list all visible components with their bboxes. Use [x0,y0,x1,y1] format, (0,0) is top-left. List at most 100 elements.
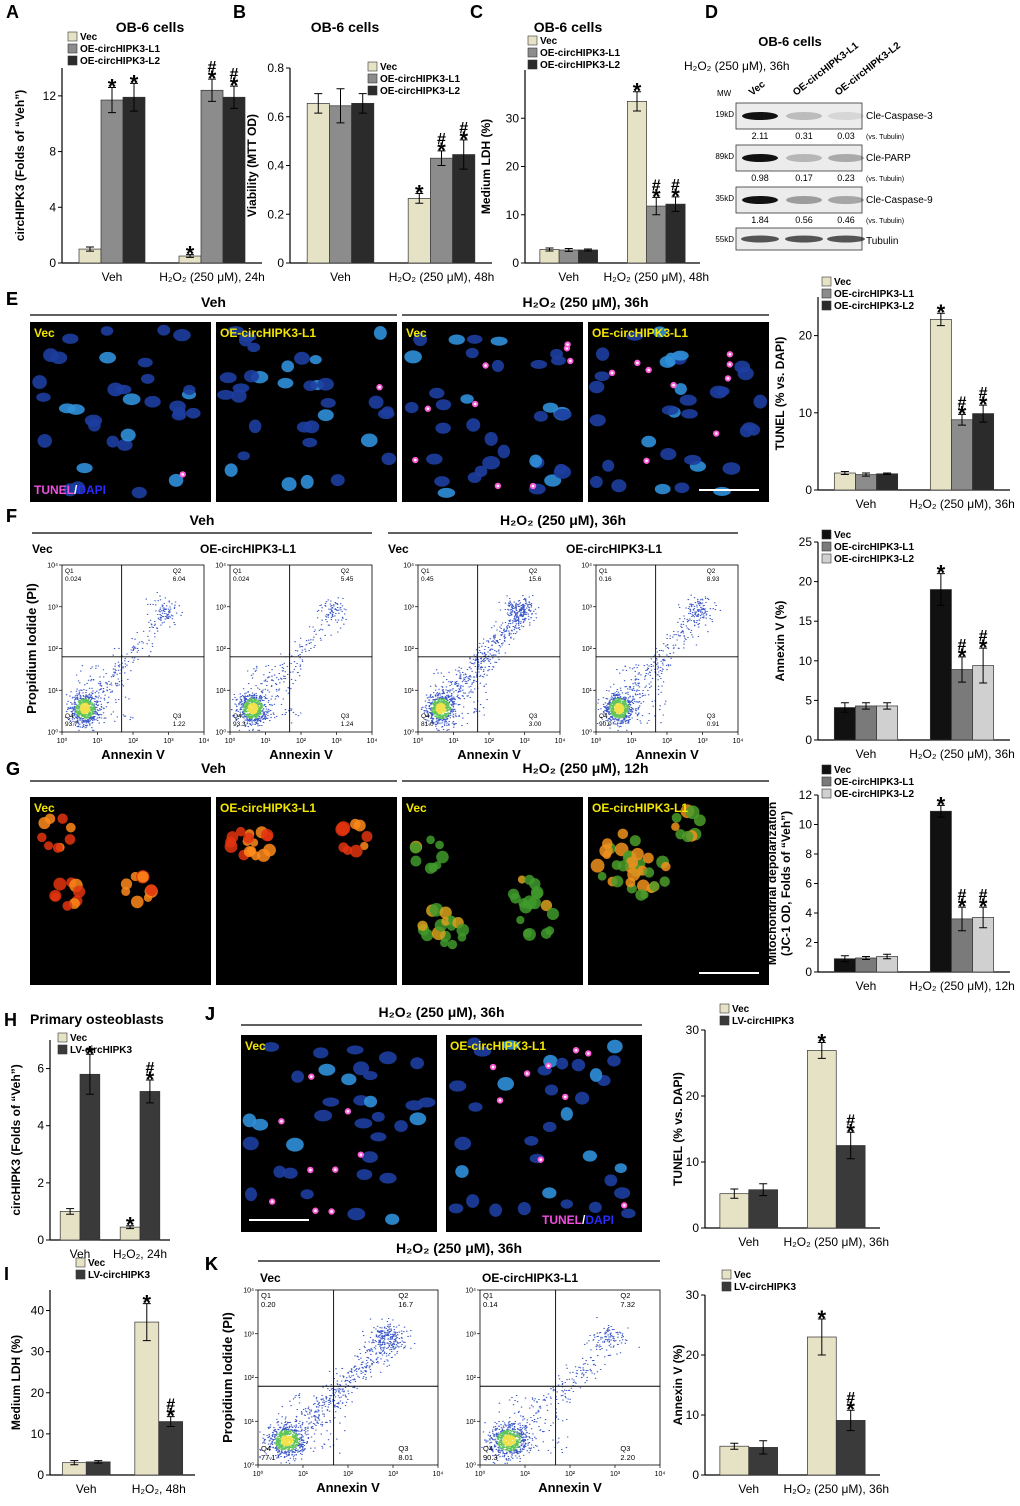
stain-a: TUNEL [34,483,74,497]
nucleus [370,1132,387,1142]
quadrant-value: 0.45 [421,576,434,583]
x-tick-label: H₂O₂ (250 μM), 36h [909,497,1015,511]
bar [855,474,877,491]
y-tick-label: 10 [686,1155,700,1169]
x-tick-label: 10⁴ [433,1471,444,1478]
mito-blob [235,826,246,837]
mito-blob [617,828,629,840]
error-bar [883,472,892,476]
band-ratio: 0.46 [837,215,855,225]
x-tick-label: 10⁰ [253,1470,264,1478]
mito-blob [546,907,560,921]
x-axis-label: Annexin V [316,1480,380,1495]
flow-events-peak [247,703,259,715]
nucleus [379,1172,397,1184]
mito-blob [409,842,422,854]
legend-label: OE-circHIPK3-L2 [80,56,160,67]
significance-mark: * [979,635,988,660]
y-tick-label: 30 [31,1345,45,1359]
mito-blob [256,848,271,862]
y-tick-label: 10³ [216,604,227,611]
nucleus [32,375,47,390]
mito-blob [627,868,641,881]
legend-swatch [821,276,832,287]
image-label: OE-circHIPK3-L1 [450,1039,546,1053]
legend-swatch [367,61,378,72]
error-bar [958,906,966,932]
tunel-core [622,1204,626,1207]
nucleus [410,1057,425,1070]
bar [329,105,352,264]
legend-label: OE-circHIPK3-L1 [80,44,160,55]
nucleus [607,1039,623,1054]
mito-blob [120,878,133,890]
panel-letter: G [6,759,20,779]
nucleus [490,336,508,346]
panel-letter: G [6,759,20,779]
stain-legend: TUNEL/DAPI [542,1213,614,1227]
nucleus [674,482,690,494]
tunel-core [330,1210,333,1213]
nucleus [309,354,322,365]
quadrant-value: 1.22 [173,721,186,728]
mito-blob [540,899,553,912]
band-ratio: 2.11 [752,131,769,141]
stain-b: DAPI [77,483,106,497]
band-ratio: 0.17 [795,173,813,183]
y-tick-label: 10² [244,1375,255,1382]
legend-label: Vec [80,32,98,43]
nucleus [317,409,334,422]
error-bar [671,196,680,212]
legend-swatch [821,288,832,299]
x-tick-label: H₂O₂ (250 μM), 12h [909,979,1015,993]
legend-label: LV-circHIPK3 [88,1270,150,1281]
plot-label: Vec [260,1271,281,1285]
y-tick-label: 10⁰ [465,1462,476,1470]
y-tick-label: 10 [506,208,520,222]
mito-blob [629,835,641,847]
y-tick-label: 30 [686,1288,700,1302]
x-tick-label: 10³ [388,1471,399,1478]
nucleus [491,359,504,373]
y-tick-label: 8 [49,145,56,159]
quadrant-value: 5.45 [341,576,354,583]
mito-blob [426,835,435,845]
quadrant-value: 7.32 [620,1300,635,1309]
y-tick-label: 10² [216,646,227,653]
mito-blob [507,888,520,900]
tunel-core [314,1209,317,1213]
nucleus [186,407,201,419]
bar [558,249,579,264]
nucleus [173,329,191,342]
mito-blob [631,847,644,861]
significance-mark: * [671,184,680,209]
x-tick-label: 10¹ [260,738,271,745]
nucleus [320,398,336,408]
quadrant-value: 93.3 [233,721,246,728]
panel-letter: A [6,2,19,22]
band [741,235,779,243]
legend-label: OE-circHIPK3-L2 [540,60,620,71]
nucleus [575,1091,590,1105]
legend-swatch [821,529,832,540]
mito-blob [516,915,525,925]
nucleus [589,1068,603,1082]
bar [665,203,686,264]
nucleus [409,1112,427,1126]
nucleus [318,1063,336,1076]
quadrant-value: 0.024 [233,576,250,583]
image-label: Vec [245,1039,266,1053]
legend-label: OE-circHIPK3-L1 [834,542,914,553]
significance-mark: # [958,637,967,654]
protein-label: Tubulin [866,236,898,247]
y-tick-label: 10⁰ [215,729,226,737]
legend-swatch [367,85,378,96]
band [828,112,864,120]
mito-blob [44,813,56,824]
band [828,154,864,162]
group-header: H₂O₂ (250 μM), 36h [378,1004,504,1020]
tunel-core [181,473,185,476]
x-tick-label: 10⁰ [413,737,424,745]
y-tick-label: 10⁰ [243,1462,254,1470]
